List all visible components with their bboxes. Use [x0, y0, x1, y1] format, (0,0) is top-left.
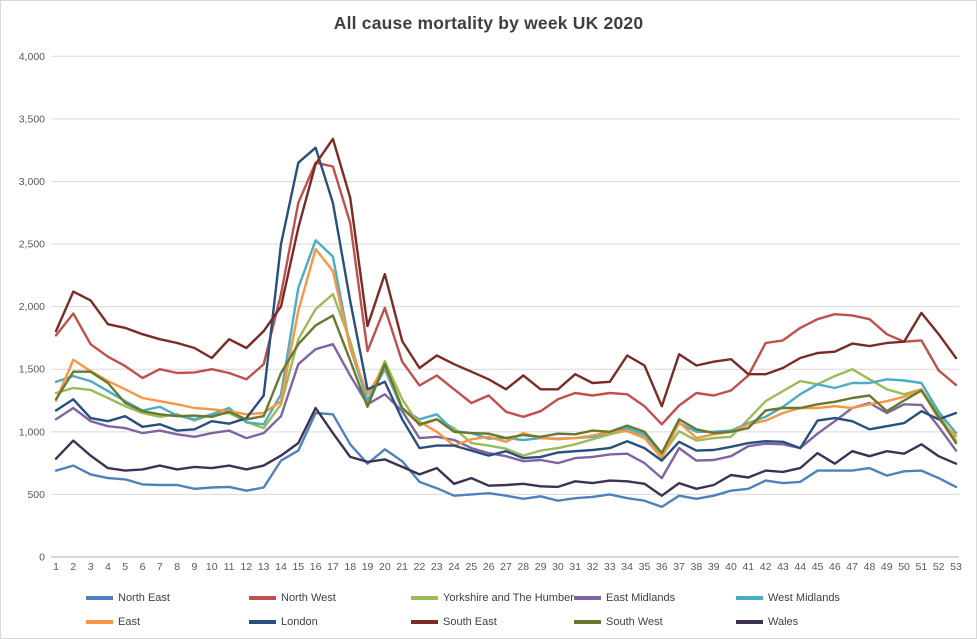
x-tick-label: 2: [70, 561, 76, 573]
x-tick-label: 18: [344, 561, 356, 573]
x-tick-label: 35: [639, 561, 651, 573]
x-tick-label: 3: [88, 561, 94, 573]
x-tick-label: 1: [53, 561, 59, 573]
x-tick-label: 19: [362, 561, 374, 573]
x-tick-label: 24: [448, 561, 460, 573]
x-tick-label: 28: [517, 561, 529, 573]
x-tick-label: 41: [742, 561, 754, 573]
x-tick-label: 20: [379, 561, 391, 573]
x-tick-label: 23: [431, 561, 443, 573]
series-line-south-west: [54, 314, 958, 455]
x-tick-label: 50: [898, 561, 910, 573]
x-tick-label: 6: [140, 561, 146, 573]
series-line-wales: [54, 406, 958, 497]
x-tick-label: 16: [310, 561, 322, 573]
x-tick-label: 17: [327, 561, 339, 573]
series-line-east: [54, 247, 958, 460]
series-line-north-east: [54, 411, 958, 509]
x-tick-label: 46: [829, 561, 841, 573]
x-tick-label: 27: [500, 561, 512, 573]
x-tick-label: 22: [414, 561, 426, 573]
x-tick-label: 34: [621, 561, 633, 573]
x-tick-label: 36: [656, 561, 668, 573]
x-tick-label: 42: [760, 561, 772, 573]
y-tick-label: 4,000: [19, 51, 45, 63]
series-line-london: [54, 146, 958, 462]
x-tick-label: 7: [157, 561, 163, 573]
x-tick-label: 13: [258, 561, 270, 573]
x-tick-label: 21: [396, 561, 408, 573]
chart-title: All cause mortality by week UK 2020: [333, 13, 644, 33]
x-tick-label: 47: [846, 561, 858, 573]
x-tick-label: 29: [535, 561, 547, 573]
x-tick-label: 15: [292, 561, 304, 573]
x-tick-label: 39: [708, 561, 720, 573]
x-tick-label: 38: [691, 561, 703, 573]
x-tick-label: 37: [673, 561, 685, 573]
y-tick-label: 2,500: [19, 239, 45, 251]
x-tick-label: 31: [569, 561, 581, 573]
x-tick-label: 14: [275, 561, 287, 573]
x-tick-label: 32: [587, 561, 599, 573]
y-tick-label: 0: [39, 552, 45, 564]
x-tick-label: 33: [604, 561, 616, 573]
y-tick-label: 1,000: [19, 426, 45, 438]
y-tick-label: 3,500: [19, 113, 45, 125]
x-tick-label: 30: [552, 561, 564, 573]
x-tick-label: 40: [725, 561, 737, 573]
x-tick-label: 5: [122, 561, 128, 573]
y-axis-tick-labels: 0 500 1,000 1,500 2,000 2,500 3,000 3,500 4,000: [19, 51, 45, 564]
y-tick-label: 500: [27, 489, 45, 501]
x-tick-label: 48: [864, 561, 876, 573]
x-tick-label: 51: [916, 561, 928, 573]
x-tick-label: 44: [794, 561, 806, 573]
x-axis-tick-labels: 1 2 3 4 5 6 7 8 9 10 11 12 13 14 15 16 17 18 19 20 21 22 23 24 2…: [53, 561, 962, 573]
x-tick-label: 43: [777, 561, 789, 573]
x-tick-label: 10: [206, 561, 218, 573]
series-line-south-east: [54, 137, 958, 408]
series-line-north-west: [54, 161, 958, 426]
x-tick-label: 9: [192, 561, 198, 573]
x-tick-label: 12: [241, 561, 253, 573]
x-tick-label: 25: [466, 561, 478, 573]
x-tick-label: 45: [812, 561, 824, 573]
y-tick-label: 1,500: [19, 364, 45, 376]
x-tick-label: 49: [881, 561, 893, 573]
y-tick-label: 3,000: [19, 176, 45, 188]
data-series: [54, 137, 958, 509]
x-tick-label: 11: [224, 561, 235, 573]
x-tick-label: 8: [174, 561, 180, 573]
x-tick-label: 52: [933, 561, 945, 573]
x-tick-label: 53: [950, 561, 962, 573]
series-line-east-midlands: [54, 343, 958, 480]
y-tick-label: 2,000: [19, 301, 45, 313]
x-tick-label: 4: [105, 561, 111, 573]
gridlines: [51, 55, 959, 558]
x-tick-label: 26: [483, 561, 495, 573]
